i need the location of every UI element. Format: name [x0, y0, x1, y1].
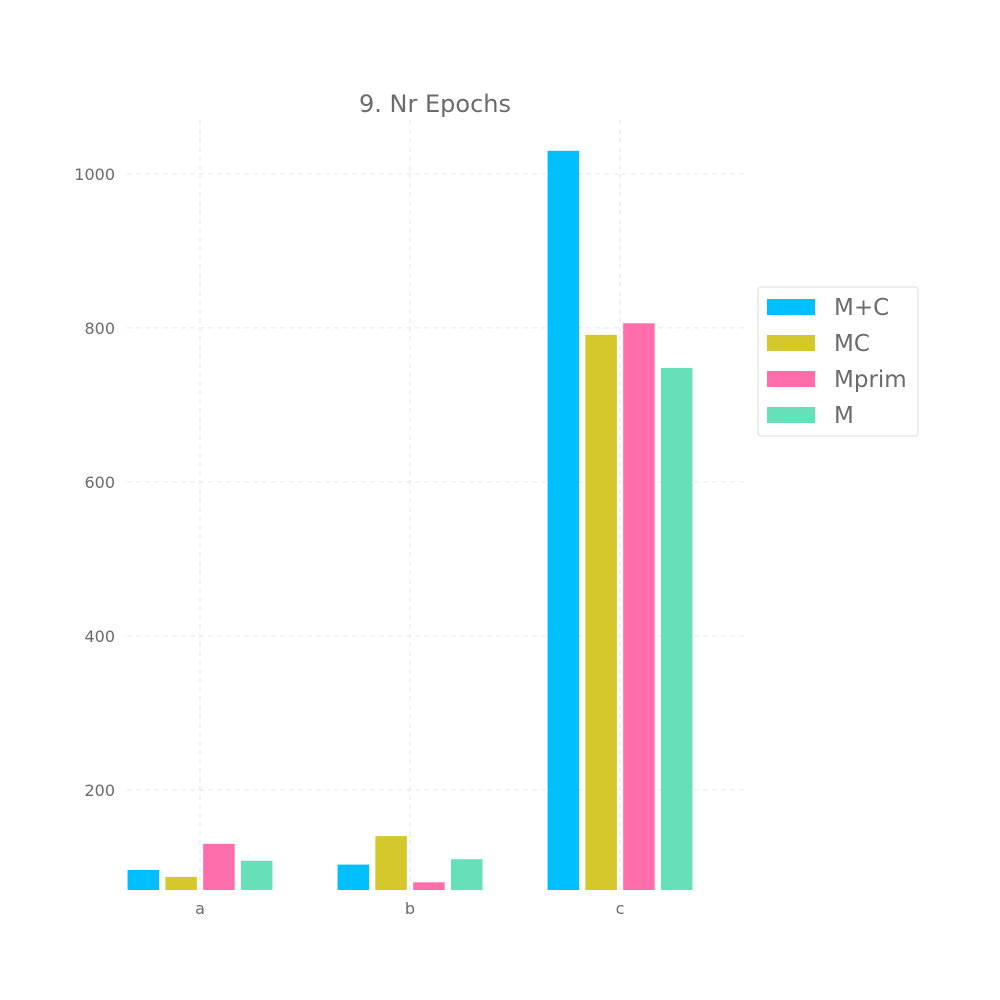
axes: 200 400 600 800 1000 a b c	[74, 165, 624, 918]
y-tick-label: 600	[84, 473, 115, 492]
grid	[127, 120, 745, 890]
bar	[450, 859, 483, 890]
legend-label: Mprim	[834, 367, 907, 393]
legend-swatch	[767, 299, 815, 315]
legend-label: MC	[834, 331, 870, 357]
x-tick-label: c	[616, 899, 625, 918]
y-tick-label: 1000	[74, 165, 115, 184]
bar	[240, 860, 273, 890]
bar	[623, 323, 655, 890]
chart-title: 9. Nr Epochs	[359, 90, 511, 118]
legend-label: M	[834, 403, 854, 429]
x-tick-label: b	[405, 899, 415, 918]
legend-swatch	[767, 407, 815, 423]
legend-swatch	[767, 371, 815, 387]
legend: M+C MC Mprim M	[757, 286, 919, 437]
legend-label: M+C	[834, 295, 889, 321]
bar	[585, 334, 617, 891]
bar	[337, 864, 370, 890]
legend-box	[757, 286, 919, 437]
bar	[375, 836, 407, 890]
y-tick-label: 400	[84, 627, 115, 646]
bar	[203, 843, 235, 890]
bars	[127, 150, 693, 891]
bar	[660, 367, 693, 890]
bar	[547, 150, 580, 891]
bar	[165, 876, 197, 890]
y-tick-label: 200	[84, 781, 115, 800]
y-tick-label: 800	[84, 319, 115, 338]
bar	[413, 882, 445, 890]
legend-swatch	[767, 335, 815, 351]
x-tick-label: a	[195, 899, 205, 918]
bar	[127, 869, 160, 890]
